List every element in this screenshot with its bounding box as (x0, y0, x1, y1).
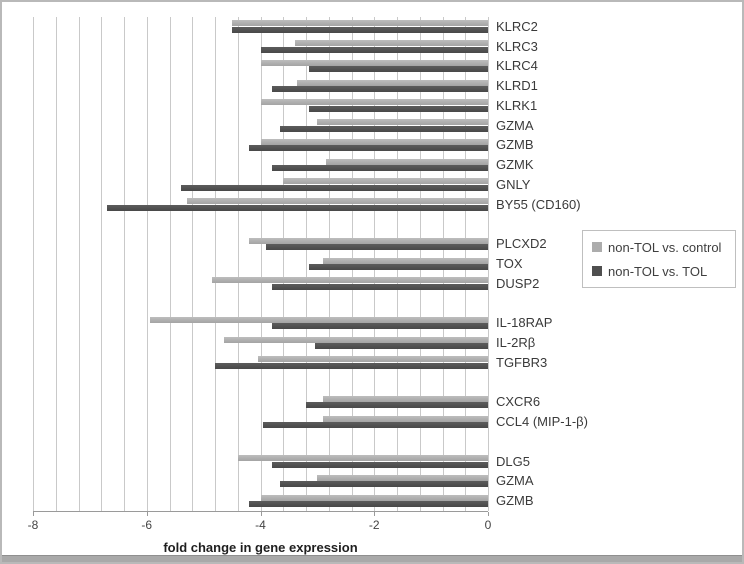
bar-non-tol-vs-control-dlg5 (237, 455, 488, 462)
gene-label: BY55 (CD160) (496, 196, 581, 212)
x-axis-tick (374, 512, 376, 516)
bar-non-tol-vs-control-cxcr6 (323, 395, 488, 402)
gridline (237, 17, 239, 511)
gene-label: IL-18RAP (496, 315, 553, 331)
x-axis-tick-label: -6 (141, 518, 153, 532)
x-axis-tick-label: -4 (255, 518, 266, 532)
gridline (78, 17, 80, 511)
legend-entry-tol: non-TOL vs. TOL (592, 264, 726, 279)
bar-non-tol-vs-control-dusp2 (212, 277, 488, 284)
gridline (306, 17, 307, 511)
x-axis-tick (260, 512, 262, 516)
gene-label: KLRD1 (496, 78, 538, 94)
bar-non-tol-vs-control-gzmb (260, 494, 488, 501)
gene-label: CXCR6 (496, 394, 541, 410)
bar-non-tol-vs-tol-klrd1 (271, 86, 488, 93)
window-edge (2, 555, 742, 562)
bar-non-tol-vs-tol-tgfbr3 (215, 362, 488, 369)
bar-non-tol-vs-tol-tox (308, 264, 488, 270)
bar-non-tol-vs-tol-klrk1 (308, 105, 488, 112)
bar-non-tol-vs-control-klrc4 (260, 59, 488, 66)
gene-label: DLG5 (496, 453, 530, 469)
gene-label: GZMA (496, 117, 534, 133)
bar-non-tol-vs-control-tgfbr3 (257, 356, 488, 363)
bar-non-tol-vs-tol-il-2r- (314, 343, 488, 350)
gene-label: GNLY (496, 176, 531, 192)
bar-non-tol-vs-tol-gnly (180, 184, 488, 191)
bar-non-tol-vs-tol-by55-cd160- (106, 204, 488, 211)
legend-swatch-tol (592, 266, 602, 276)
gridline (124, 17, 125, 511)
bar-non-tol-vs-control-il-18rap (149, 316, 488, 323)
gene-label: GZMB (496, 137, 534, 153)
bar-non-tol-vs-tol-gzma (280, 125, 488, 132)
gridline (33, 17, 34, 511)
x-axis-title: fold change in gene expression (163, 540, 358, 555)
gene-label: GZMA (496, 473, 534, 489)
bar-non-tol-vs-control-gzma (317, 474, 488, 481)
x-axis-tick-label: 0 (484, 518, 492, 532)
gene-label: CCL4 (MIP-1-β) (496, 414, 588, 430)
gene-label: KLRC3 (496, 38, 538, 54)
bar-non-tol-vs-control-by55-cd160- (186, 198, 488, 205)
bar-non-tol-vs-control-gzmk (325, 158, 488, 165)
bar-non-tol-vs-tol-dlg5 (271, 461, 488, 468)
gridline (488, 17, 489, 511)
bar-non-tol-vs-tol-cxcr6 (306, 402, 488, 409)
gridline (260, 17, 262, 511)
x-axis-line (33, 511, 488, 512)
gene-label: GZMB (496, 493, 534, 509)
bar-non-tol-vs-control-gzmb (260, 138, 488, 145)
bar-non-tol-vs-tol-gzma (280, 481, 488, 488)
bar-non-tol-vs-tol-gzmb (249, 145, 488, 152)
gene-label: GZMK (496, 157, 534, 173)
bar-non-tol-vs-tol-il-18rap (271, 323, 488, 330)
gridline (283, 17, 285, 511)
bar-non-tol-vs-control-klrk1 (260, 99, 488, 106)
x-axis-tick-label: -2 (368, 518, 380, 532)
gridline (169, 17, 171, 511)
x-axis-tick (488, 512, 489, 516)
gene-label: TGFBR3 (496, 354, 548, 370)
gene-label: DUSP2 (496, 275, 540, 291)
bar-non-tol-vs-tol-ccl4-mip-1- (263, 422, 488, 429)
bar-non-tol-vs-control-klrc3 (294, 40, 488, 47)
x-axis-tick-label: -8 (27, 518, 39, 532)
gene-label: IL-2Rβ (496, 335, 536, 351)
bar-non-tol-vs-tol-klrc4 (308, 66, 488, 73)
legend-swatch-control (592, 242, 602, 252)
gridline (101, 17, 103, 511)
legend-label-control: non-TOL vs. control (608, 239, 722, 255)
bar-non-tol-vs-control-tox (323, 257, 488, 264)
bar-non-tol-vs-tol-dusp2 (271, 283, 488, 290)
bar-non-tol-vs-control-klrc2 (232, 20, 488, 27)
bar-non-tol-vs-tol-plcxd2 (266, 244, 488, 251)
x-axis-tick (33, 512, 34, 516)
legend-label-tol: non-TOL vs. TOL (608, 263, 708, 279)
bar-non-tol-vs-tol-klrc3 (260, 46, 488, 53)
gene-label: PLCXD2 (496, 236, 547, 252)
legend-box: non-TOL vs. control non-TOL vs. TOL (582, 230, 736, 288)
legend-entry-control: non-TOL vs. control (592, 240, 726, 255)
gene-label: KLRK1 (496, 97, 538, 113)
bar-non-tol-vs-tol-gzmk (271, 165, 488, 172)
gridline (215, 17, 216, 511)
gridline (146, 17, 148, 511)
bar-non-tol-vs-control-il-2r- (223, 336, 488, 343)
x-axis-tick (146, 512, 148, 516)
gridline (192, 17, 194, 511)
gene-label: KLRC4 (496, 58, 538, 74)
bar-non-tol-vs-control-gzma (317, 119, 488, 126)
gene-label: TOX (496, 256, 523, 271)
bar-non-tol-vs-control-gnly (283, 178, 488, 185)
bar-non-tol-vs-tol-klrc2 (232, 26, 488, 33)
gene-label: KLRC2 (496, 18, 538, 34)
bar-non-tol-vs-tol-gzmb (249, 501, 488, 508)
gridline (55, 17, 57, 511)
bar-non-tol-vs-control-klrd1 (297, 79, 488, 86)
bar-non-tol-vs-control-ccl4-mip-1- (323, 415, 488, 422)
bar-non-tol-vs-control-plcxd2 (249, 237, 488, 244)
